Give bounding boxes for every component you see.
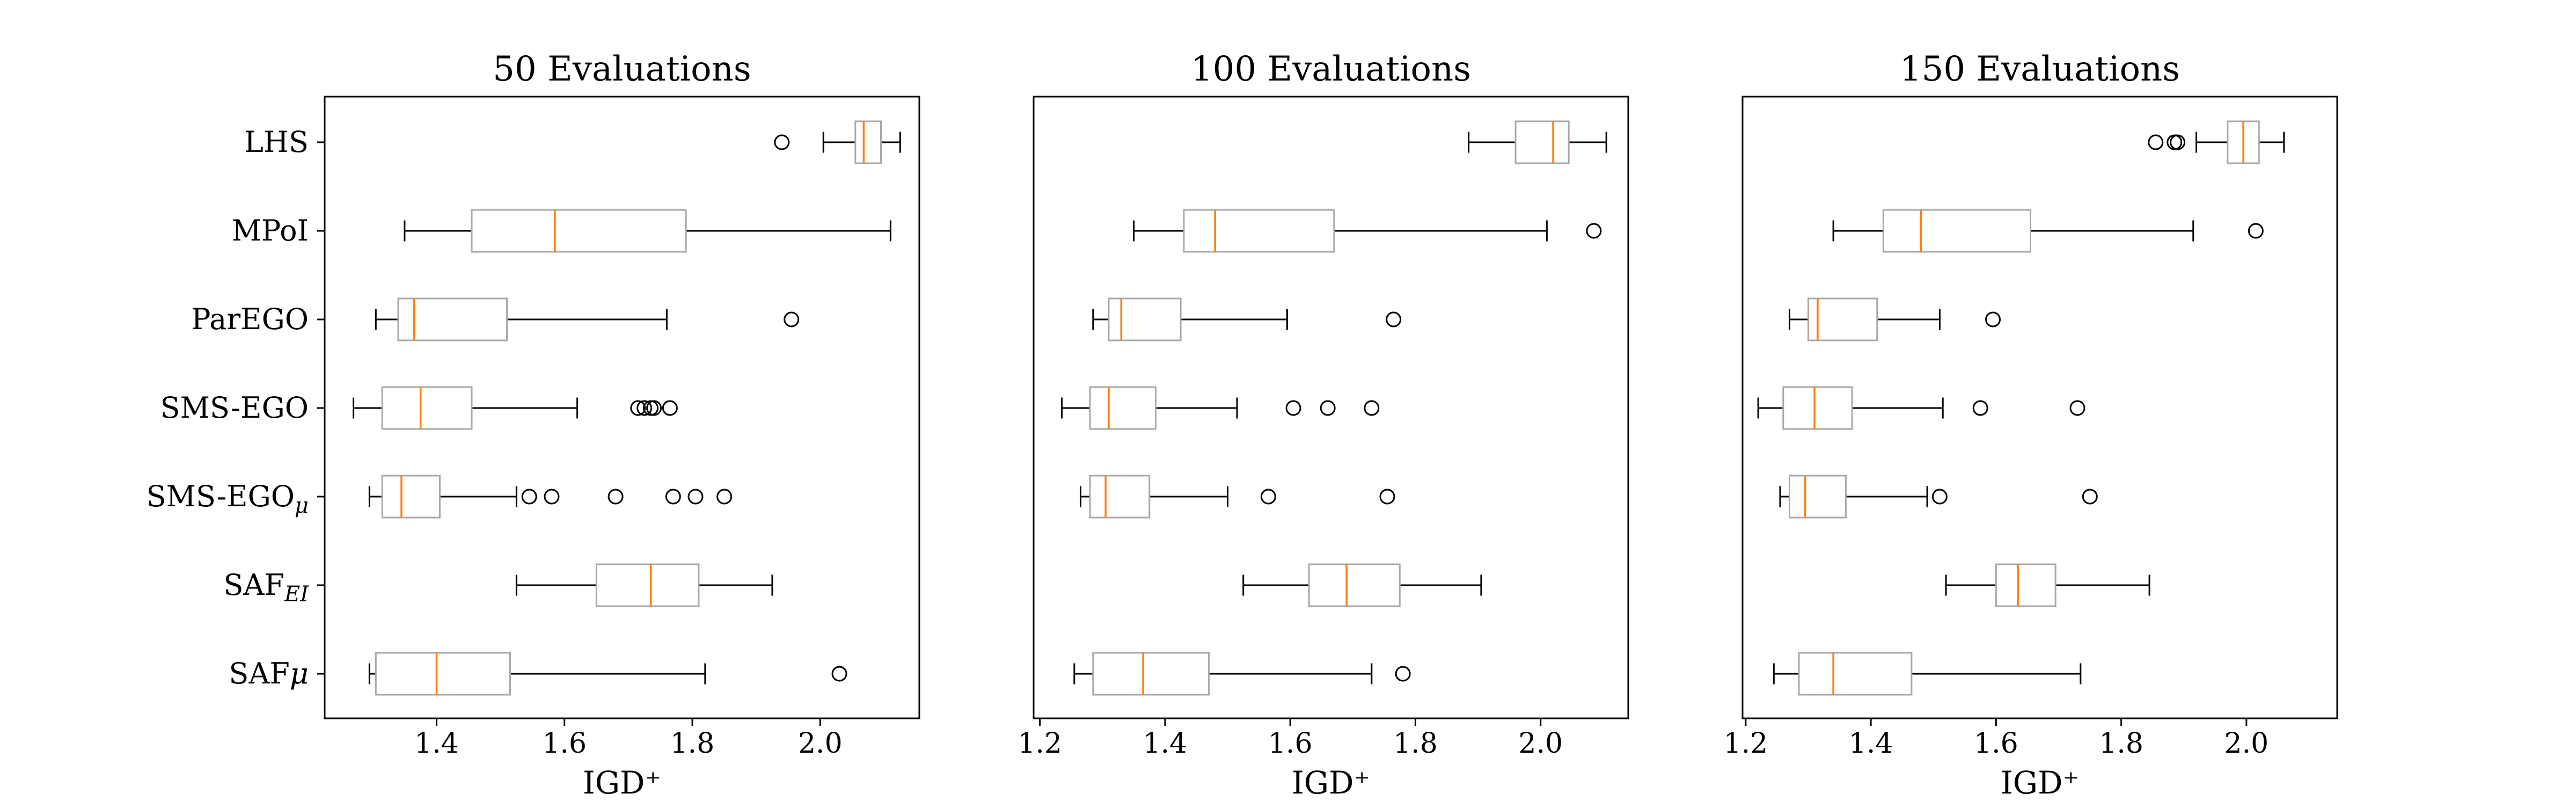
panel-3-xtick-label-1-4: 1.4 — [1849, 727, 1893, 760]
ytick-label-saf-ei: SAFEI — [224, 568, 310, 607]
panel-3-box-sms-ego-flier-1 — [1931, 489, 1948, 505]
panel-1-box-sms-ego-iqr — [381, 386, 473, 430]
panel-2-axes-frame — [1033, 96, 1629, 719]
panel-1-box-sms-ego-flier-3 — [608, 489, 624, 505]
panel-2-box-sms-ego-iqr — [1089, 475, 1151, 519]
panel-1-xtick-label-1-8: 1.8 — [670, 727, 715, 760]
panel-3-box-sms-ego-iqr — [1782, 386, 1853, 430]
panel-3-box-mpoi-iqr — [1882, 209, 2032, 253]
panel-3-box-parego-flier-1 — [1985, 311, 2001, 327]
panel-1-title: 50 Evaluations — [493, 49, 751, 89]
panel-1-box-sms-ego-flier-1 — [630, 400, 646, 416]
ytick-label-sms-ego: SMS-EGOμ — [147, 479, 309, 518]
ytick-label-saf: SAFμ — [229, 657, 309, 690]
panel-1-box-sms-ego-flier-5 — [687, 489, 704, 505]
panel-1-box-saf-iqr — [375, 652, 511, 696]
panel-1-box-mpoi-iqr — [471, 209, 687, 253]
panel-3-xtick-label-2-0: 2.0 — [2224, 727, 2269, 760]
panel-2-box-mpoi-flier-1 — [1586, 223, 1602, 239]
panel-3-xtick-label-1-6: 1.6 — [1974, 727, 2018, 760]
panel-3-box-saf-iqr — [1798, 652, 1913, 696]
panel-2-box-sms-ego-flier-1 — [1260, 489, 1276, 505]
panel-2-box-mpoi-iqr — [1183, 209, 1335, 253]
panel-1-box-sms-ego-flier-1 — [521, 489, 537, 505]
panel-2-xtick-label-2-0: 2.0 — [1518, 727, 1563, 760]
panel-2-box-sms-ego-flier-2 — [1379, 489, 1395, 505]
panel-3-box-lhs-flier-1 — [2148, 134, 2164, 150]
panel-2-box-saf-flier-1 — [1395, 666, 1411, 682]
panel-1-xtick-label-1-4: 1.4 — [414, 727, 459, 760]
panel-3-box-sms-ego-flier-2 — [2082, 489, 2098, 505]
panel-3-box-lhs-flier-2 — [2167, 134, 2183, 150]
ytick-label-parego: ParEGO — [191, 302, 309, 336]
panel-1-box-parego-iqr — [397, 297, 508, 341]
panel-2-box-parego-iqr — [1108, 297, 1182, 341]
panel-2-box-sms-ego-flier-1 — [1285, 400, 1301, 416]
panel-2-box-saf-ei-iqr — [1308, 563, 1401, 607]
panel-3-box-sms-ego-flier-1 — [1972, 400, 1988, 416]
panel-3-box-sms-ego-iqr — [1788, 475, 1847, 519]
panel-1-xlabel: IGD⁺ — [583, 765, 661, 801]
panel-1-box-sms-ego-flier-6 — [716, 489, 733, 505]
panel-1-box-sms-ego-flier-2 — [544, 489, 560, 505]
panel-1-box-saf-flier-1 — [831, 666, 847, 682]
panel-1-box-sms-ego-flier-2 — [636, 400, 653, 416]
ytick-label-sms-ego: SMS-EGO — [160, 391, 309, 425]
panel-1-box-saf-ei-iqr — [595, 563, 700, 607]
panel-1-box-parego-flier-1 — [784, 311, 800, 327]
panel-2-title: 100 Evaluations — [1191, 49, 1471, 89]
panel-3-xlabel: IGD⁺ — [2001, 765, 2079, 801]
panel-2-xlabel: IGD⁺ — [1292, 765, 1370, 801]
panel-3-box-saf-ei-iqr — [1995, 563, 2057, 607]
panel-2-box-sms-ego-flier-3 — [1364, 400, 1380, 416]
panel-2-xtick-label-1-6: 1.6 — [1268, 727, 1313, 760]
panel-3-box-parego-iqr — [1807, 297, 1878, 341]
panel-2-box-sms-ego-iqr — [1089, 386, 1157, 430]
panel-2-box-parego-flier-1 — [1386, 311, 1402, 327]
ytick-label-lhs: LHS — [244, 125, 309, 159]
panel-1-box-sms-ego-flier-4 — [646, 400, 662, 416]
panel-3-box-lhs-flier-3 — [2170, 134, 2186, 150]
panel-3-box-sms-ego-flier-2 — [2069, 400, 2085, 416]
panel-2-box-lhs-iqr — [1514, 120, 1570, 164]
panel-2-xtick-label-1-2: 1.2 — [1018, 727, 1062, 760]
panel-3-axes-frame — [1741, 96, 2338, 719]
panel-3-box-mpoi-flier-1 — [2248, 223, 2264, 239]
panel-1-xtick-label-1-6: 1.6 — [542, 727, 587, 760]
panel-1-box-sms-ego-iqr — [381, 475, 441, 519]
panel-3-xtick-label-1-2: 1.2 — [1723, 727, 1768, 760]
panel-1-box-sms-ego-flier-4 — [665, 489, 681, 505]
panel-1-box-lhs-flier-1 — [774, 134, 790, 150]
panel-1-xtick-label-2-0: 2.0 — [798, 727, 843, 760]
panel-2-box-saf-iqr — [1092, 652, 1210, 696]
panel-2-xtick-label-1-8: 1.8 — [1393, 727, 1438, 760]
panel-2-box-sms-ego-flier-2 — [1320, 400, 1336, 416]
panel-1-axes-frame — [324, 96, 920, 719]
ytick-label-mpoi: MPoI — [232, 214, 309, 248]
panel-1-box-sms-ego-flier-5 — [662, 400, 678, 416]
panel-1-box-lhs-iqr — [854, 120, 882, 164]
panel-3-xtick-label-1-8: 1.8 — [2099, 727, 2143, 760]
panel-3-title: 150 Evaluations — [1900, 49, 2180, 89]
panel-2-xtick-label-1-4: 1.4 — [1143, 727, 1188, 760]
